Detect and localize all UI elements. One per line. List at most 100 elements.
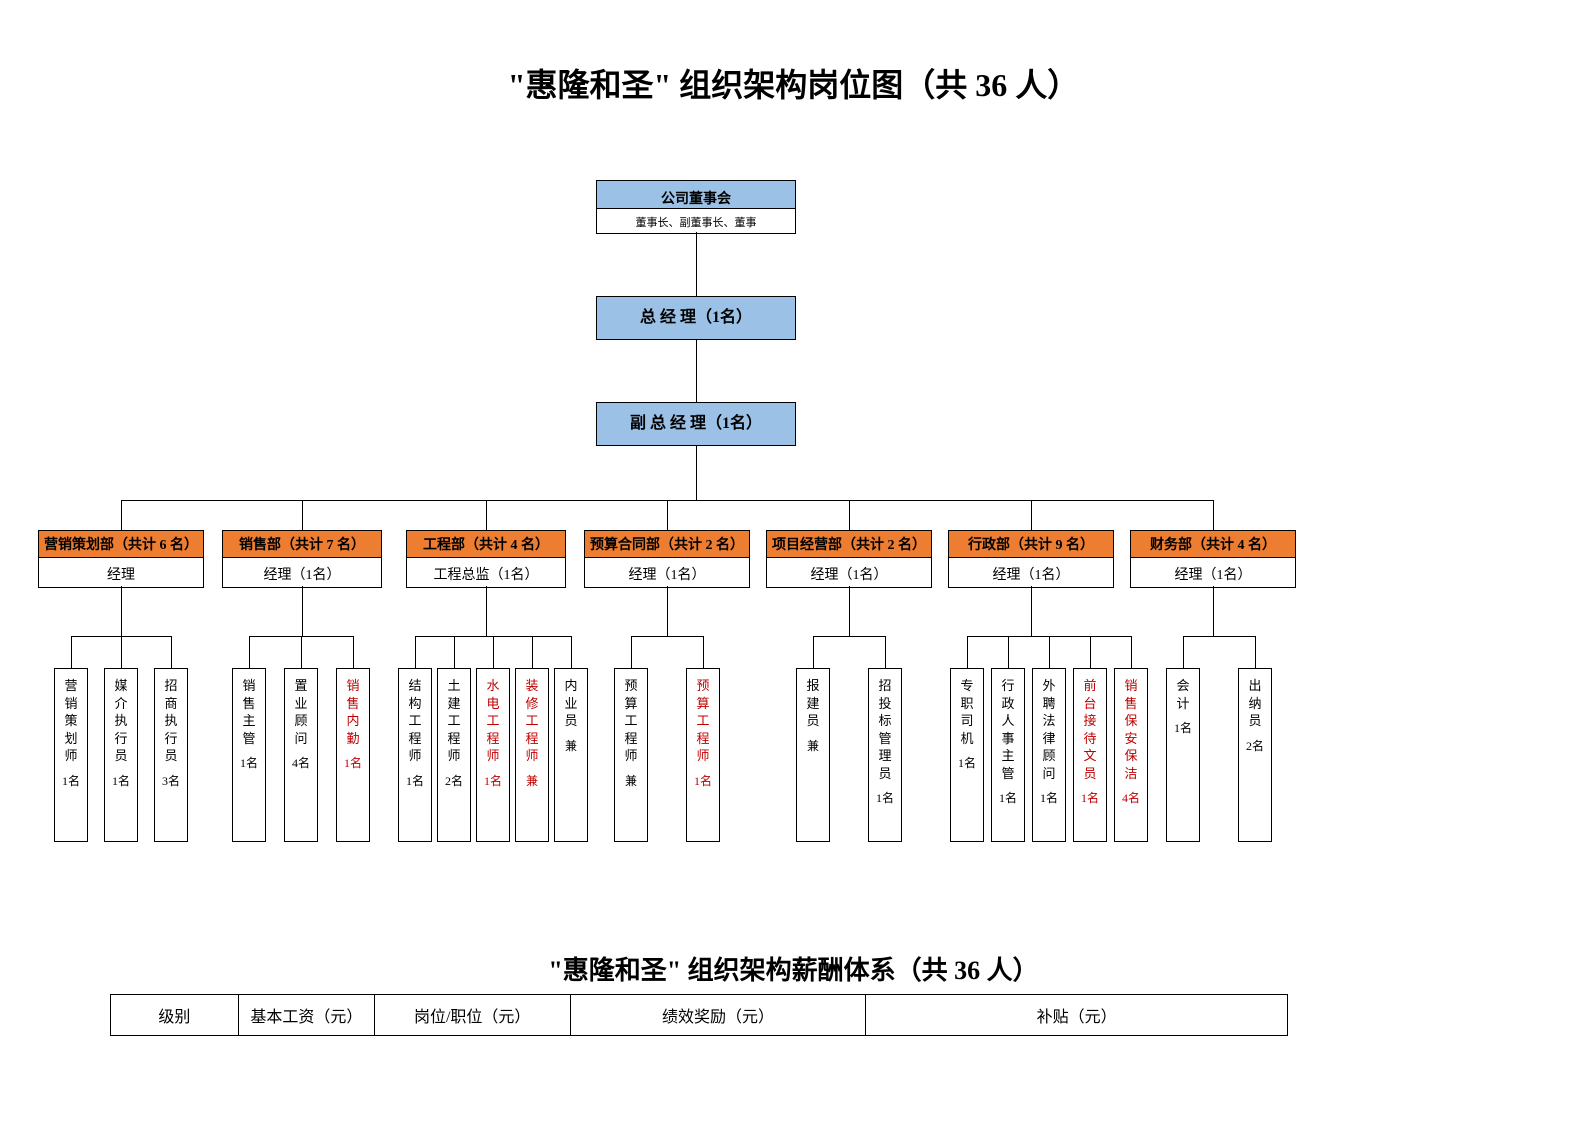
leaf-count: 1名 [1040, 790, 1058, 806]
leaf-count: 1名 [344, 755, 362, 771]
leaf-label: 水 电 工 程 师 [486, 677, 499, 765]
leaf-count: 1名 [112, 773, 130, 789]
connector-vertical [249, 636, 250, 668]
connector-vertical [493, 636, 494, 668]
leaf-label: 行 政 人 事 主 管 [1001, 677, 1014, 782]
leaf-count: 1名 [694, 773, 712, 789]
connector-vertical [1183, 636, 1184, 668]
leaf-count: 3名 [162, 773, 180, 789]
leaf-node: 预 算 工 程 师 1名 [686, 668, 720, 842]
leaf-node: 置 业 顾 问4名 [284, 668, 318, 842]
leaf-count: 1名 [406, 773, 424, 789]
leaf-label: 招 商 执 行 员 [164, 677, 177, 765]
salary-title: "惠隆和圣" 组织架构薪酬体系（共 36 人） [0, 950, 1587, 987]
connector-vertical [71, 636, 72, 668]
salary-header-row: 级别基本工资（元）岗位/职位（元）绩效奖励（元）补贴（元） [111, 995, 1288, 1036]
leaf-label: 招 投 标 管 理 员 [878, 677, 891, 782]
leaf-node: 招 商 执 行 员 3名 [154, 668, 188, 842]
leaf-count: 4名 [1122, 790, 1140, 806]
connector-vertical [667, 500, 668, 530]
page-title: "惠隆和圣" 组织架构岗位图（共 36 人） [0, 60, 1587, 106]
leaf-node: 土 建 工 程 师2名 [437, 668, 471, 842]
connector-vertical [631, 636, 632, 668]
node-board: 公司董事会董事长、副董事长、董事 [596, 180, 796, 234]
dept-budget-header: 预算合同部（共计 2 名） [585, 531, 749, 557]
leaf-node: 会 计 1名 [1166, 668, 1200, 842]
leaf-count: 1名 [1174, 720, 1192, 736]
node-dgm: 副 总 经 理（1名） [596, 402, 796, 446]
connector-vertical [849, 586, 850, 636]
connector-vertical [1213, 500, 1214, 530]
leaf-label: 专 职 司 机 [960, 677, 973, 747]
dept-admin: 行政部（共计 9 名）经理（1名） [948, 530, 1114, 588]
leaf-count: 兼 [625, 773, 637, 789]
connector-vertical [1131, 636, 1132, 668]
salary-column-header: 绩效奖励（元） [570, 995, 866, 1036]
leaf-count: 2名 [1246, 738, 1264, 754]
dept-finance: 财务部（共计 4 名）经理（1名） [1130, 530, 1296, 588]
leaf-node: 预 算 工 程 师兼 [614, 668, 648, 842]
connector-vertical [1255, 636, 1256, 668]
dept-project-sub: 经理（1名） [767, 557, 931, 587]
dept-budget: 预算合同部（共计 2 名）经理（1名） [584, 530, 750, 588]
connector-horizontal [631, 636, 703, 637]
leaf-node: 水 电 工 程 师 1名 [476, 668, 510, 842]
connector-vertical [1090, 636, 1091, 668]
connector-vertical [813, 636, 814, 668]
leaf-count: 1名 [62, 773, 80, 789]
connector-horizontal [1183, 636, 1255, 637]
leaf-node: 装 修 工 程 师兼 [515, 668, 549, 842]
connector-vertical [696, 340, 697, 402]
leaf-label: 置 业 顾 问 [294, 677, 307, 747]
connector-vertical [301, 636, 302, 668]
dept-marketing: 营销策划部（共计 6 名）经理 [38, 530, 204, 588]
dept-project: 项目经营部（共计 2 名）经理（1名） [766, 530, 932, 588]
leaf-node: 销 售 主 管 1名 [232, 668, 266, 842]
leaf-label: 销 售 内 勤 [346, 677, 359, 747]
connector-vertical [1213, 586, 1214, 636]
dept-project-header: 项目经营部（共计 2 名） [767, 531, 931, 557]
leaf-label: 媒 介 执 行 员 [114, 677, 127, 765]
leaf-label: 预 算 工 程 师 [696, 677, 709, 765]
dept-finance-header: 财务部（共计 4 名） [1131, 531, 1295, 557]
leaf-count: 1名 [958, 755, 976, 771]
leaf-label: 前 台 接 待 文 员 [1083, 677, 1096, 782]
leaf-node: 结 构 工 程 师 1名 [398, 668, 432, 842]
dept-finance-sub: 经理（1名） [1131, 557, 1295, 587]
salary-table: 级别基本工资（元）岗位/职位（元）绩效奖励（元）补贴（元） [110, 994, 1288, 1036]
leaf-count: 1名 [240, 755, 258, 771]
leaf-node: 报 建 员兼 [796, 668, 830, 842]
leaf-label: 结 构 工 程 师 [408, 677, 421, 765]
connector-vertical [667, 586, 668, 636]
leaf-count: 1名 [876, 790, 894, 806]
salary-column-header: 岗位/职位（元） [374, 995, 570, 1036]
salary-column-header: 补贴（元） [866, 995, 1288, 1036]
connector-vertical [121, 586, 122, 636]
leaf-label: 销 售 主 管 [242, 677, 255, 747]
leaf-count: 兼 [565, 738, 577, 754]
connector-vertical [121, 500, 122, 530]
connector-vertical [849, 500, 850, 530]
dept-budget-sub: 经理（1名） [585, 557, 749, 587]
leaf-count: 1名 [999, 790, 1017, 806]
leaf-node: 前 台 接 待 文 员1名 [1073, 668, 1107, 842]
node-gm: 总 经 理（1名） [596, 296, 796, 340]
leaf-node: 招 投 标 管 理 员 1名 [868, 668, 902, 842]
connector-vertical [121, 636, 122, 668]
connector-vertical [703, 636, 704, 668]
leaf-label: 会 计 [1176, 677, 1189, 712]
dept-eng-sub: 工程总监（1名） [407, 557, 565, 587]
connector-horizontal [121, 500, 1213, 501]
connector-vertical [1031, 500, 1032, 530]
leaf-node: 外 聘 法 律 顾 问1名 [1032, 668, 1066, 842]
connector-vertical [302, 586, 303, 636]
connector-vertical [1008, 636, 1009, 668]
connector-vertical [415, 636, 416, 668]
leaf-count: 1名 [484, 773, 502, 789]
connector-vertical [532, 636, 533, 668]
dept-sales: 销售部（共计 7 名）经理（1名） [222, 530, 382, 588]
dept-admin-header: 行政部（共计 9 名） [949, 531, 1113, 557]
dept-marketing-header: 营销策划部（共计 6 名） [39, 531, 203, 557]
leaf-count: 兼 [526, 773, 538, 789]
leaf-node: 行 政 人 事 主 管 1名 [991, 668, 1025, 842]
